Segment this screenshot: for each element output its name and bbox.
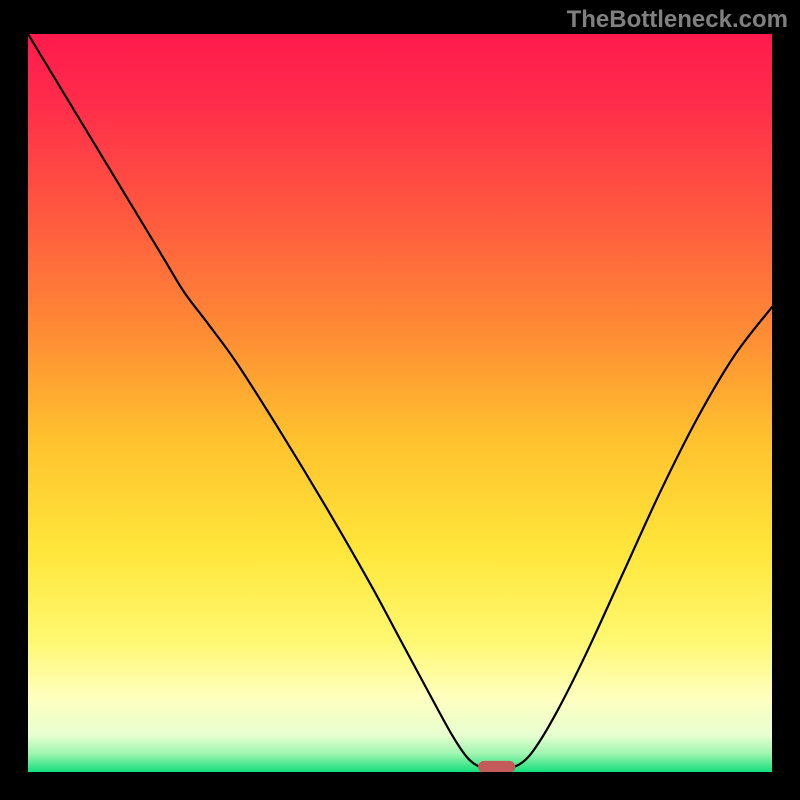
watermark-text: TheBottleneck.com [567,6,788,34]
plot-area [28,34,772,772]
optimal-marker [478,761,515,772]
plot-svg [28,34,772,772]
gradient-background [28,34,772,772]
chart-container: TheBottleneck.com [0,0,800,800]
